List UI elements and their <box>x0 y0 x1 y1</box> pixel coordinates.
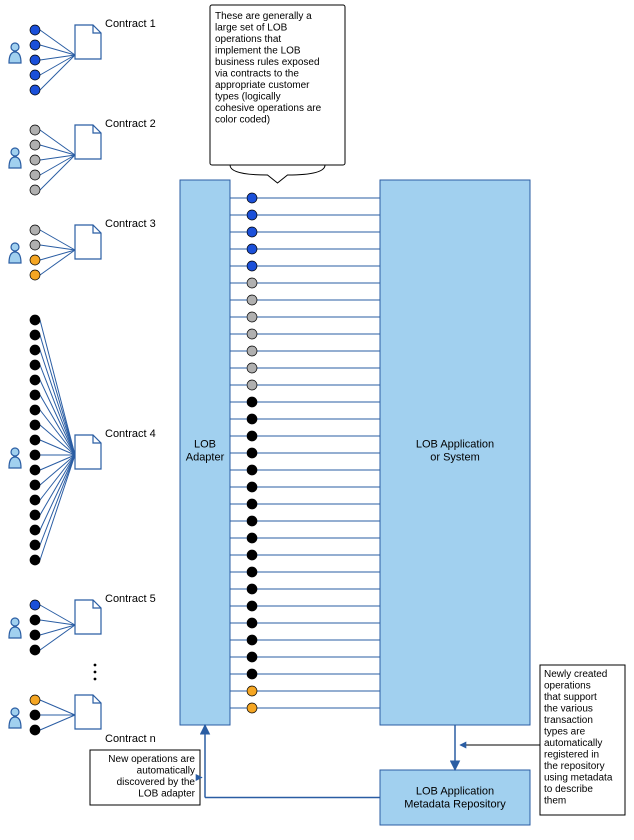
operation-dot <box>247 261 257 271</box>
contract-operation-dot <box>30 270 40 280</box>
contract-operation-dot <box>30 315 40 325</box>
operation-dot <box>247 431 257 441</box>
operation-dot <box>247 414 257 424</box>
left-note: New operations areautomaticallydiscovere… <box>90 750 202 805</box>
contract-operation-dot <box>30 330 40 340</box>
lob-adapter-box: LOBAdapter <box>180 180 230 725</box>
contract-operation-dot <box>30 465 40 475</box>
contract-operation-dot <box>30 450 40 460</box>
contract-operation-dot <box>30 645 40 655</box>
contract-operation-dot <box>30 70 40 80</box>
contract-operation-dot <box>30 240 40 250</box>
operation-dot <box>247 635 257 645</box>
contract-operation-dot <box>30 140 40 150</box>
metadata-repository-box: LOB ApplicationMetadata Repository <box>380 770 530 825</box>
operation-dot <box>247 516 257 526</box>
lob-application-box: LOB Applicationor System <box>380 180 530 725</box>
contract-operation-dot <box>30 525 40 535</box>
contract-label: Contract 4 <box>105 428 156 440</box>
operation-dot <box>247 686 257 696</box>
operation-dot <box>247 278 257 288</box>
operation-dot <box>247 550 257 560</box>
operation-dot <box>247 193 257 203</box>
operation-dot <box>247 703 257 713</box>
contract-operation-dot <box>30 695 40 705</box>
contract-operation-dot <box>30 390 40 400</box>
ellipsis-dot <box>94 664 97 667</box>
contract-operation-dot <box>30 225 40 235</box>
contract-operation-dot <box>30 405 40 415</box>
operation-dot <box>247 669 257 679</box>
contract-operation-dot <box>30 255 40 265</box>
contract-operation-dot <box>30 615 40 625</box>
contract-operation-dot <box>30 155 40 165</box>
contract-operation-dot <box>30 25 40 35</box>
contract-operation-dot <box>30 510 40 520</box>
operation-dot <box>247 601 257 611</box>
contract-label: Contract 2 <box>105 118 156 130</box>
contract-operation-dot <box>30 55 40 65</box>
top-callout: These are generally alarge set of LOBope… <box>210 5 345 183</box>
svg-text:LOB ApplicationMetadata Reposi: LOB ApplicationMetadata Repository <box>404 786 506 811</box>
contract-operation-dot <box>30 495 40 505</box>
contract-operation-dot <box>30 555 40 565</box>
contract-operation-dot <box>30 480 40 490</box>
contract-operation-dot <box>30 85 40 95</box>
contract-label: Contract 1 <box>105 18 156 30</box>
contract-operation-dot <box>30 40 40 50</box>
operation-dot <box>247 533 257 543</box>
contract-label: Contract n <box>105 733 156 745</box>
operation-dot <box>247 346 257 356</box>
contract-operation-dot <box>30 125 40 135</box>
operation-dot <box>247 465 257 475</box>
document-icon <box>75 125 101 159</box>
operation-dot <box>247 397 257 407</box>
operation-dot <box>247 618 257 628</box>
operation-dot <box>247 482 257 492</box>
contract-operation-dot <box>30 710 40 720</box>
contract-operation-dot <box>30 435 40 445</box>
operation-dot <box>247 448 257 458</box>
contract-operation-dot <box>30 600 40 610</box>
operation-dot <box>247 227 257 237</box>
document-icon <box>75 695 101 729</box>
operation-dot <box>247 363 257 373</box>
operation-dot <box>247 499 257 509</box>
contract-operation-dot <box>30 420 40 430</box>
operation-dot <box>247 380 257 390</box>
document-icon <box>75 600 101 634</box>
contract-operation-dot <box>30 185 40 195</box>
operation-dot <box>247 567 257 577</box>
operation-dot <box>247 312 257 322</box>
operation-dot <box>247 584 257 594</box>
contract-operation-dot <box>30 540 40 550</box>
operation-dot <box>247 244 257 254</box>
operation-dot <box>247 210 257 220</box>
contract-label: Contract 3 <box>105 218 156 230</box>
contract-operation-dot <box>30 170 40 180</box>
contract-operation-dot <box>30 725 40 735</box>
document-icon <box>75 225 101 259</box>
contract-operation-dot <box>30 360 40 370</box>
contract-operation-dot <box>30 375 40 385</box>
ellipsis-dot <box>94 678 97 681</box>
document-icon <box>75 435 101 469</box>
ellipsis-dot <box>94 671 97 674</box>
operation-dot <box>247 329 257 339</box>
operation-dot <box>247 295 257 305</box>
contract-label: Contract 5 <box>105 593 156 605</box>
contract-operation-dot <box>30 345 40 355</box>
operation-dot <box>247 652 257 662</box>
contract-operation-dot <box>30 630 40 640</box>
document-icon <box>75 25 101 59</box>
